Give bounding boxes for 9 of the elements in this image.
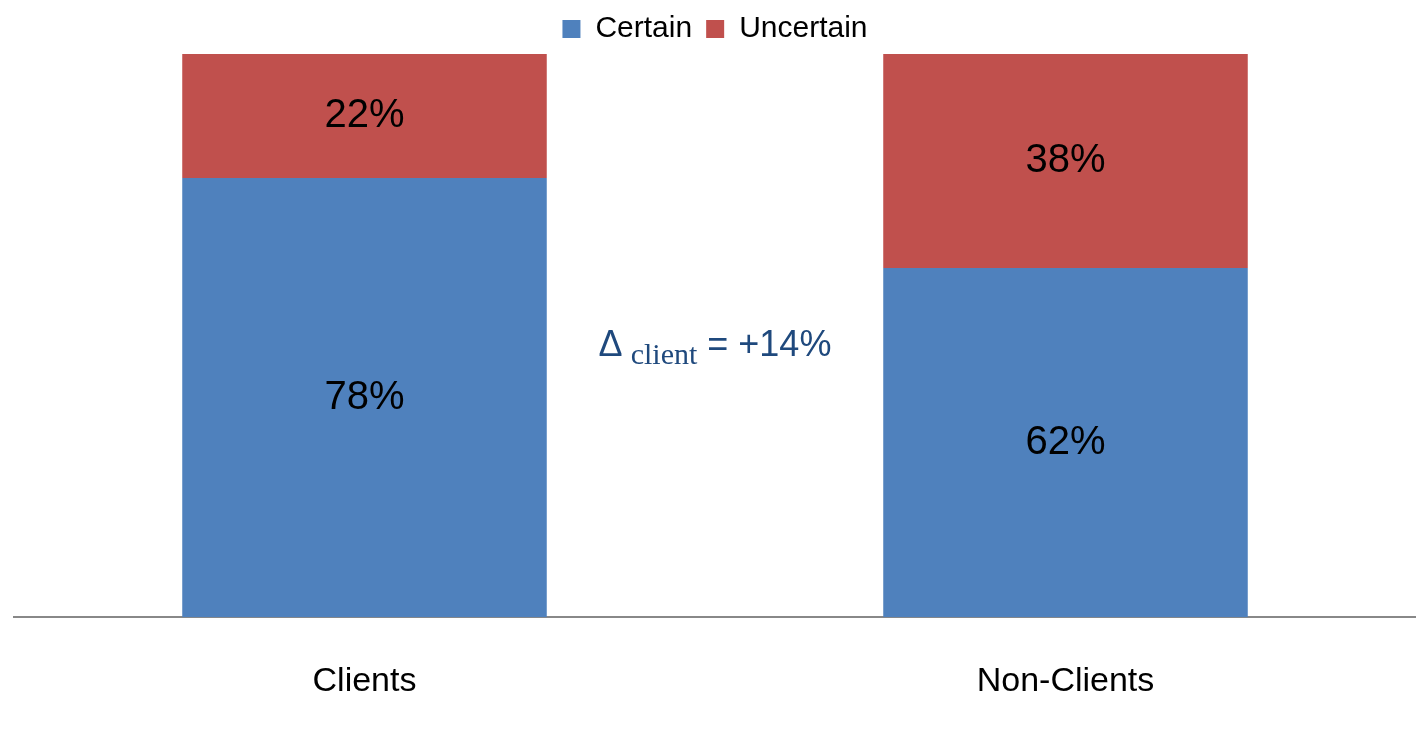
data-label: 78% bbox=[324, 372, 405, 417]
x-tick-label: Clients bbox=[312, 659, 417, 698]
legend-label: Certain bbox=[595, 10, 693, 44]
data-label: 38% bbox=[1025, 136, 1106, 181]
annotation: Δ $_{client}$ = +14% bbox=[598, 322, 832, 371]
legend-label: Uncertain bbox=[739, 10, 868, 44]
x-tick-label: Non-Clients bbox=[976, 659, 1155, 698]
data-label: 22% bbox=[324, 90, 405, 135]
data-label: 62% bbox=[1025, 417, 1106, 462]
